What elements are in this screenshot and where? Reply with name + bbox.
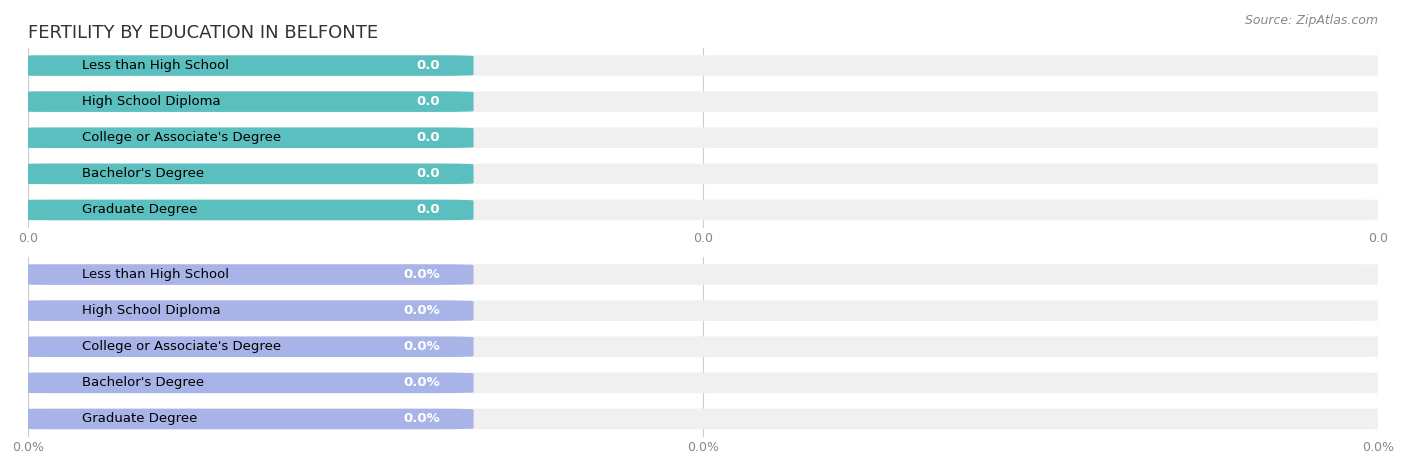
- Text: 0.0: 0.0: [416, 95, 440, 108]
- Text: 0.0: 0.0: [416, 59, 440, 72]
- FancyBboxPatch shape: [14, 336, 1392, 357]
- Text: Bachelor's Degree: Bachelor's Degree: [82, 376, 204, 390]
- FancyBboxPatch shape: [14, 200, 474, 220]
- Text: 0.0: 0.0: [416, 167, 440, 180]
- FancyBboxPatch shape: [14, 300, 474, 321]
- FancyBboxPatch shape: [14, 127, 474, 148]
- Text: 0.0%: 0.0%: [404, 376, 440, 390]
- FancyBboxPatch shape: [14, 336, 474, 357]
- Text: 0.0: 0.0: [416, 131, 440, 144]
- Text: 0.0%: 0.0%: [404, 304, 440, 317]
- Text: Graduate Degree: Graduate Degree: [82, 412, 197, 426]
- FancyBboxPatch shape: [14, 163, 474, 184]
- Text: High School Diploma: High School Diploma: [82, 95, 221, 108]
- FancyBboxPatch shape: [14, 372, 1392, 393]
- Text: High School Diploma: High School Diploma: [82, 304, 221, 317]
- Text: 0.0: 0.0: [416, 203, 440, 217]
- FancyBboxPatch shape: [14, 55, 474, 76]
- FancyBboxPatch shape: [14, 55, 1392, 76]
- FancyBboxPatch shape: [14, 163, 1392, 184]
- Text: Less than High School: Less than High School: [82, 268, 229, 281]
- FancyBboxPatch shape: [14, 264, 474, 285]
- FancyBboxPatch shape: [14, 200, 1392, 220]
- Text: Bachelor's Degree: Bachelor's Degree: [82, 167, 204, 180]
- Text: 0.0%: 0.0%: [404, 412, 440, 426]
- FancyBboxPatch shape: [14, 91, 1392, 112]
- Text: Source: ZipAtlas.com: Source: ZipAtlas.com: [1244, 14, 1378, 27]
- FancyBboxPatch shape: [14, 300, 1392, 321]
- FancyBboxPatch shape: [14, 264, 1392, 285]
- FancyBboxPatch shape: [14, 408, 474, 429]
- FancyBboxPatch shape: [14, 91, 474, 112]
- Text: Less than High School: Less than High School: [82, 59, 229, 72]
- Text: 0.0%: 0.0%: [404, 268, 440, 281]
- Text: College or Associate's Degree: College or Associate's Degree: [82, 131, 281, 144]
- Text: College or Associate's Degree: College or Associate's Degree: [82, 340, 281, 353]
- Text: 0.0%: 0.0%: [404, 340, 440, 353]
- FancyBboxPatch shape: [14, 372, 474, 393]
- FancyBboxPatch shape: [14, 127, 1392, 148]
- Text: Graduate Degree: Graduate Degree: [82, 203, 197, 217]
- FancyBboxPatch shape: [14, 408, 1392, 429]
- Text: FERTILITY BY EDUCATION IN BELFONTE: FERTILITY BY EDUCATION IN BELFONTE: [28, 24, 378, 42]
